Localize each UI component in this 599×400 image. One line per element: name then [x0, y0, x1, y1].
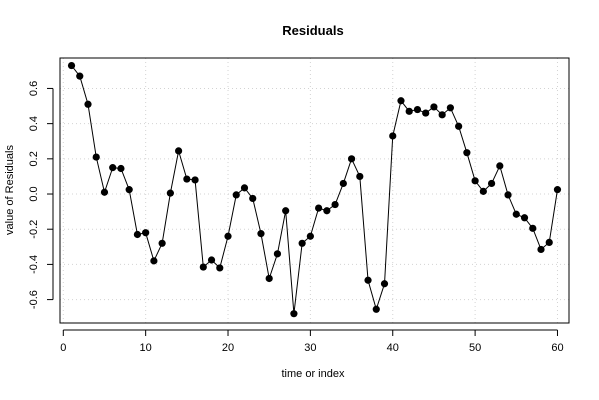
data-point [257, 230, 265, 238]
y-tick-label: -0.2 [28, 220, 40, 239]
data-point [191, 176, 199, 184]
data-point [265, 274, 273, 283]
data-point [117, 164, 125, 173]
data-point [109, 164, 117, 172]
data-point [224, 232, 232, 240]
x-tick-label: 50 [469, 342, 481, 354]
data-point [347, 155, 356, 163]
data-point [315, 204, 323, 212]
data-point [150, 257, 158, 265]
grid-lines [60, 58, 569, 323]
data-point [413, 105, 422, 114]
data-point [512, 210, 520, 218]
data-point [380, 280, 389, 288]
y-tick-label: -0.4 [28, 255, 40, 274]
data-point [158, 239, 166, 247]
chart-title: Residuals [282, 23, 343, 38]
x-tick-label: 20 [222, 342, 234, 354]
data-point [175, 147, 183, 155]
data-point [372, 305, 380, 313]
data-point [240, 184, 249, 192]
data-point [463, 149, 471, 157]
data-point [455, 122, 463, 130]
y-tick-label: -0.6 [28, 290, 40, 309]
data-point [487, 179, 496, 188]
x-tick-label: 40 [387, 342, 399, 354]
data-point [405, 107, 413, 115]
data-point [479, 187, 487, 195]
data-point [446, 104, 454, 112]
data-point [166, 189, 174, 197]
data-point [282, 207, 290, 215]
data-point [471, 177, 479, 185]
data-point [125, 186, 133, 194]
data-point [545, 238, 553, 247]
data-point [323, 207, 331, 215]
data-point [67, 61, 76, 70]
data-point [133, 230, 142, 239]
y-tick-label: 0.6 [28, 81, 40, 96]
data-point [207, 256, 216, 264]
data-point [397, 97, 405, 105]
data-point [183, 175, 191, 183]
data-point [430, 103, 438, 111]
data-point [249, 194, 257, 203]
data-point [438, 111, 446, 119]
data-point [339, 179, 347, 188]
data-point [529, 224, 537, 232]
data-point [537, 245, 545, 254]
data-point [84, 100, 92, 108]
data-point [364, 276, 372, 284]
data-point [331, 200, 339, 209]
data-point [100, 188, 109, 196]
y-tick-label: 0.2 [28, 151, 40, 166]
data-point [142, 229, 150, 237]
y-axis-label: value of Residuals [4, 145, 16, 235]
x-tick-label: 10 [140, 342, 152, 354]
data-point [520, 214, 529, 222]
data-point [496, 162, 504, 170]
data-point [298, 239, 306, 247]
data-point [356, 172, 364, 181]
x-tick-label: 0 [60, 342, 66, 354]
x-tick-label: 30 [304, 342, 316, 354]
data-point [273, 250, 282, 258]
data-point [553, 186, 562, 194]
data-point [290, 310, 298, 318]
data-point [92, 153, 100, 161]
y-axis: -0.6 -0.4 -0.2 0.0 0.2 0.4 0.6 [28, 81, 54, 309]
data-point [199, 263, 207, 271]
y-tick-label: 0.0 [28, 186, 40, 201]
data-point [76, 72, 84, 80]
data-point [389, 132, 397, 140]
data-point [306, 232, 314, 240]
series-line-and-markers [67, 61, 562, 318]
x-axis-label: time or index [282, 368, 345, 380]
data-point [504, 191, 512, 199]
y-tick-label: 0.4 [28, 116, 40, 131]
data-point [422, 109, 430, 117]
x-tick-label: 60 [551, 342, 563, 354]
data-point [216, 264, 224, 272]
data-point [232, 191, 240, 199]
x-axis: 0 10 20 30 40 50 60 [60, 329, 564, 354]
plot-frame [59, 57, 570, 324]
